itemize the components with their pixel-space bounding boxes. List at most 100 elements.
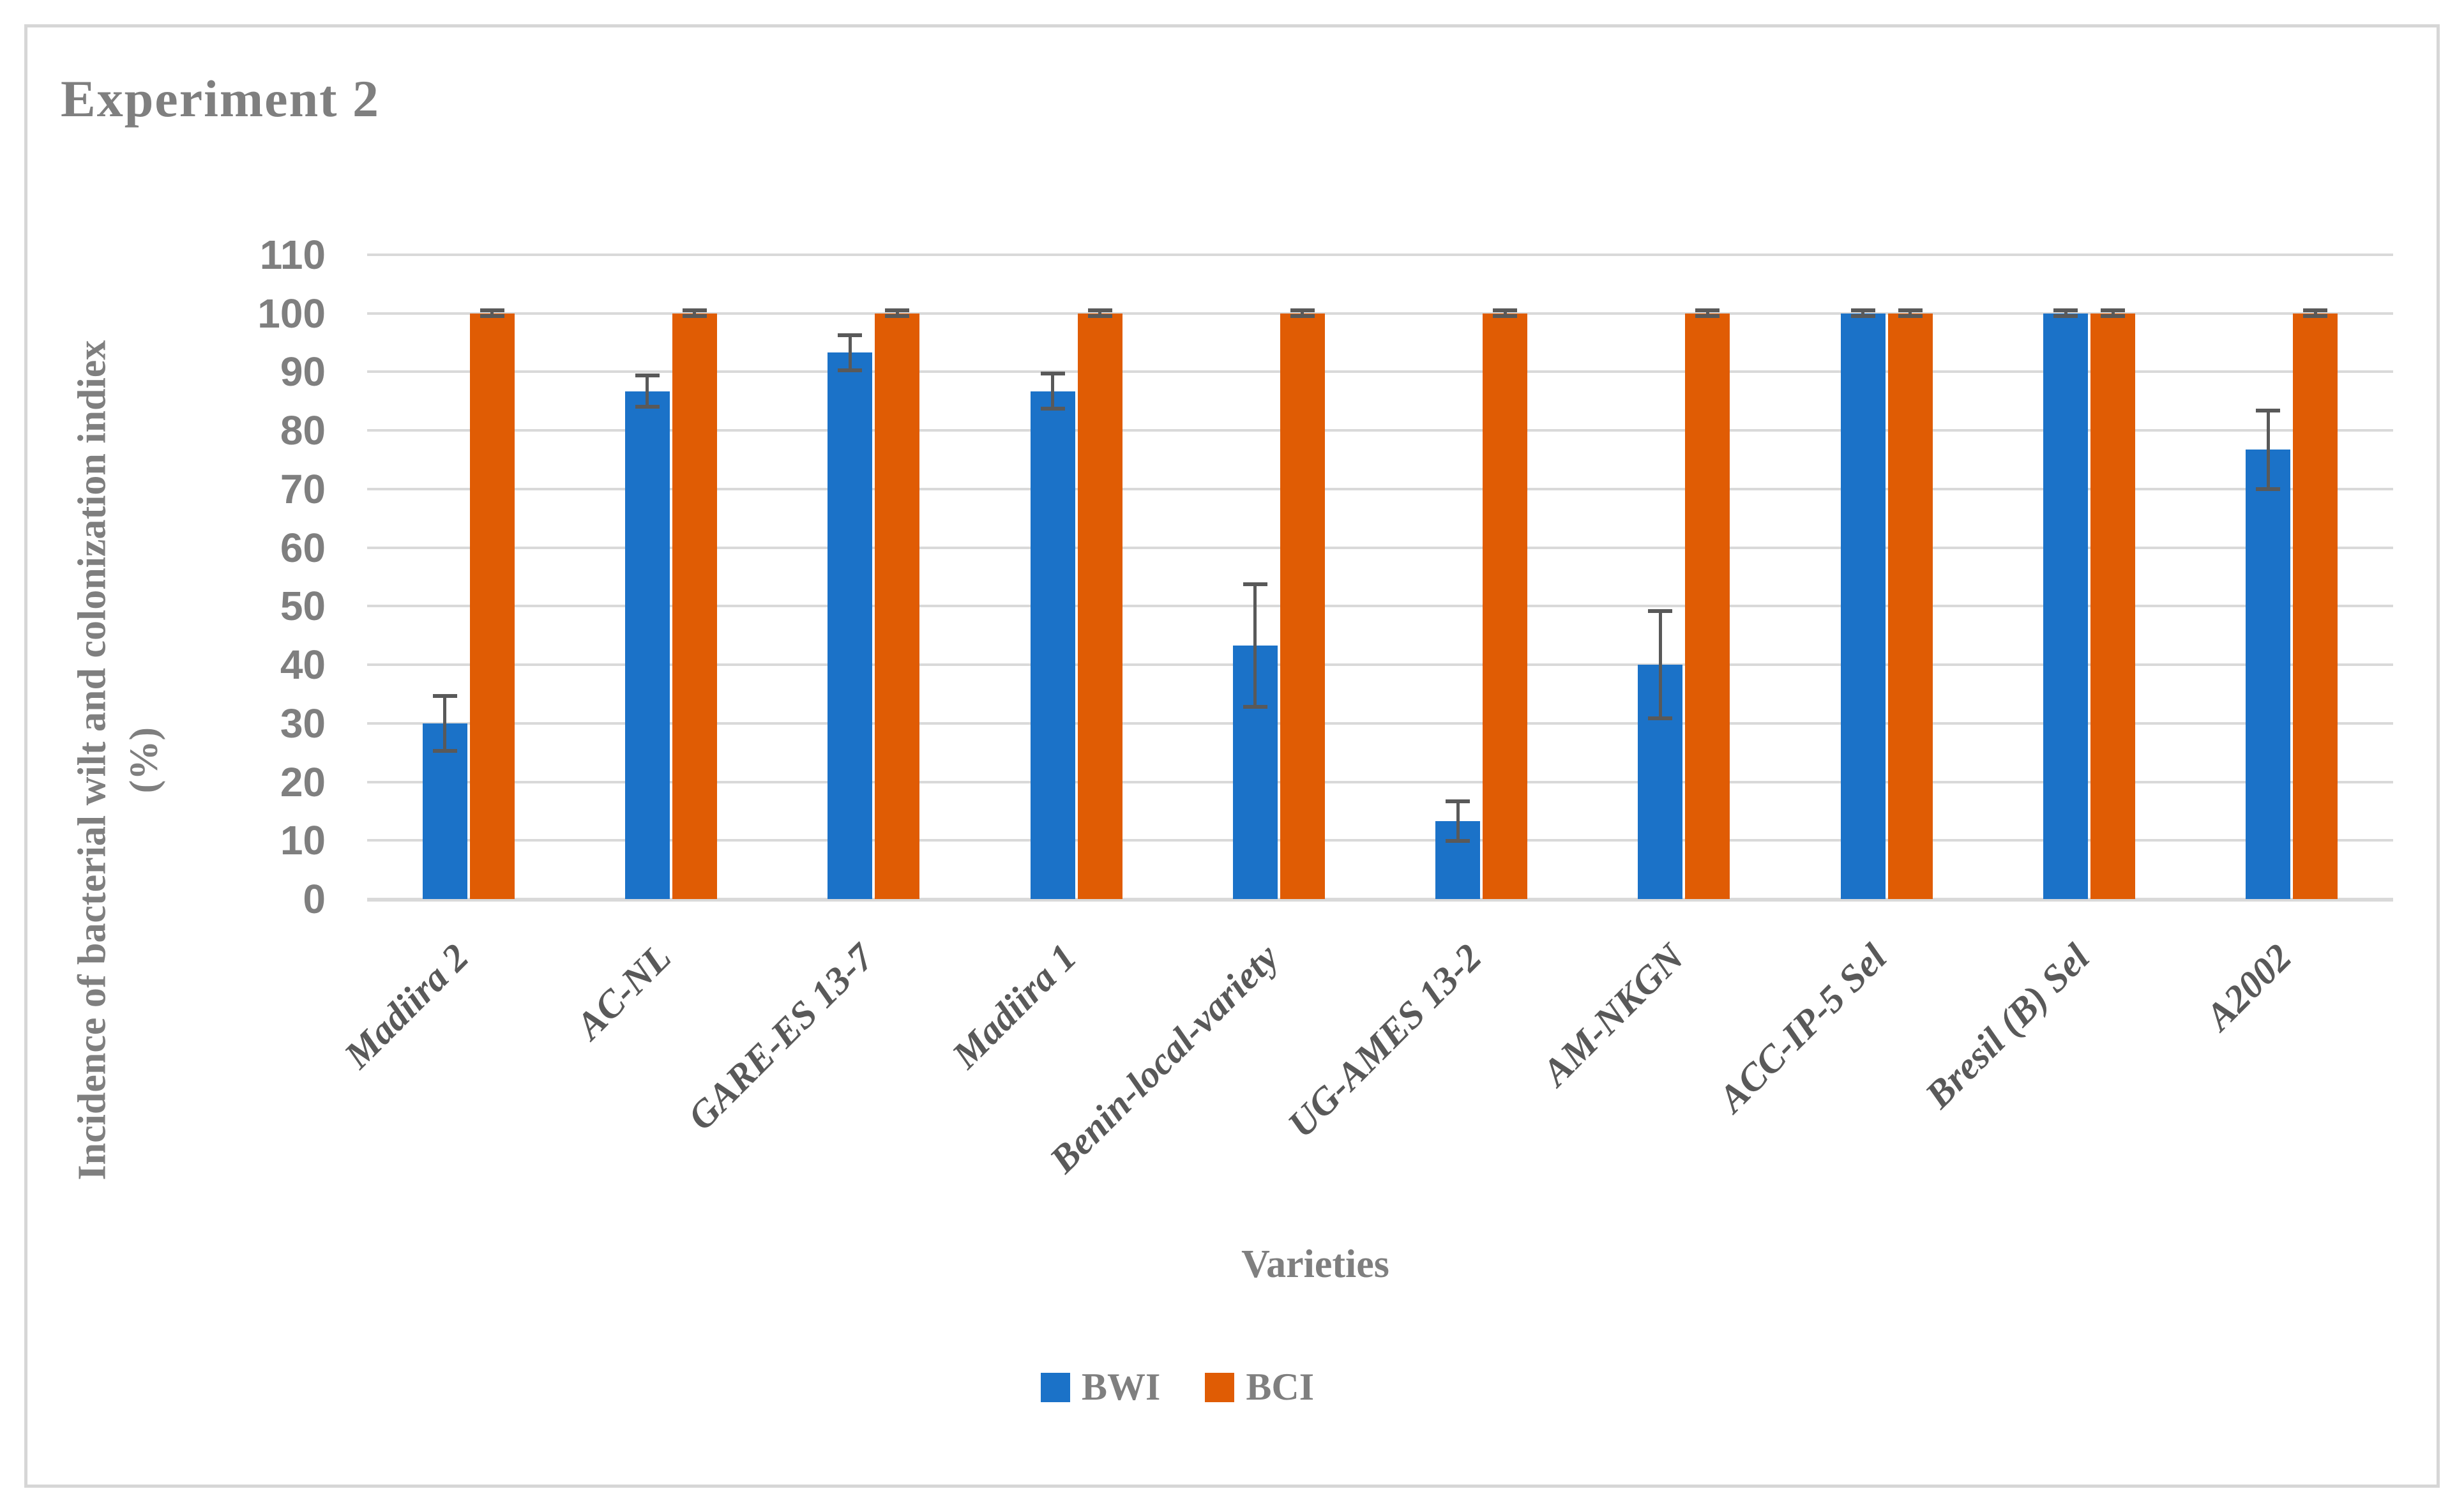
y-tick-label: 80 [280,407,326,454]
error-bar-whisker [2064,310,2067,317]
error-bar-cap-top [1898,308,1923,313]
legend-swatch-bwi [1041,1372,1070,1402]
bar-bci-ac-nl [672,313,717,899]
gridline [367,898,2393,902]
bar-bci-bresil-b-sel [2090,313,2136,899]
error-bar-cap-top [838,333,863,337]
error-bar-cap-bottom [1850,314,1875,319]
gridline [367,253,2393,256]
bar-bci-ug-ames-13-2 [1483,313,1528,899]
error-bar-cap-bottom [2303,314,2328,319]
chart-title: Experiment 2 [61,70,380,128]
gridline [367,839,2393,842]
bar-bci-am-nkgn [1685,313,1730,899]
legend-label-bwi: BWI [1082,1366,1161,1408]
error-bar-cap-bottom [885,314,910,319]
error-bar-whisker [1861,310,1865,317]
gridline [367,487,2393,490]
error-bar-whisker [1301,310,1304,317]
bar-bci-gare-es-13-7 [875,313,920,899]
bar-bwi-a2002 [2246,450,2291,899]
y-tick-label: 30 [280,700,326,746]
y-tick-label: 60 [280,524,326,571]
bar-bwi-madiira-1 [1030,391,1075,899]
error-bar-cap-bottom [682,314,707,319]
error-bar-cap-bottom [1040,407,1065,411]
error-bar-cap-top [1648,609,1673,613]
error-bar-cap-top [885,308,910,313]
y-tick-label: 40 [280,642,326,688]
error-bar-cap-bottom [1695,314,1720,319]
bar-bwi-acc-ip-5-sel [1840,313,1886,899]
error-bar-cap-bottom [2053,314,2078,319]
bar-bwi-bresil-b-sel [2043,313,2089,899]
y-tick-label: 70 [280,465,326,512]
error-bar-whisker [1098,310,1102,317]
error-bar-cap-top [2303,308,2328,313]
error-bar-cap-bottom [1087,314,1112,319]
y-tick-label: 0 [303,876,326,922]
error-bar-cap-bottom [2256,487,2281,491]
y-tick-label: 10 [280,817,326,864]
error-bar-cap-bottom [635,405,660,409]
error-bar-cap-top [1493,308,1518,313]
error-bar-cap-top [635,373,660,377]
bar-bci-a2002 [2293,313,2338,899]
error-bar-cap-bottom [1290,314,1315,319]
error-bar-whisker [2313,310,2317,317]
chart-border-frame [24,24,2440,1488]
error-bar-cap-top [2053,308,2078,313]
error-bar-whisker [1051,374,1055,409]
error-bar-whisker [443,695,447,751]
error-bar-whisker [1503,310,1507,317]
error-bar-cap-bottom [2101,314,2126,319]
error-bar-cap-top [682,308,707,313]
error-bar-whisker [2111,310,2115,317]
error-bar-whisker [1705,310,1709,317]
y-axis-title-line1: Incidence of bacterial wilt and coloniza… [70,340,114,1181]
x-axis-title: Varieties [1241,1243,1389,1286]
error-bar-cap-bottom [1898,314,1923,319]
error-bar-whisker [490,310,494,317]
error-bar-cap-top [1040,372,1065,376]
error-bar-cap-top [1446,799,1470,803]
error-bar-cap-bottom [838,368,863,372]
bar-bci-madiira-2 [469,313,515,899]
error-bar-whisker [1253,584,1257,707]
error-bar-cap-top [1290,308,1315,313]
error-bar-cap-top [480,308,504,313]
error-bar-whisker [646,375,649,407]
legend: BWI BCI [1041,1365,1314,1409]
gridline [367,780,2393,783]
error-bar-cap-bottom [480,314,504,319]
error-bar-whisker [895,310,899,317]
error-bar-cap-bottom [432,748,457,753]
gridline [367,605,2393,608]
error-bar-whisker [1908,310,1912,317]
error-bar-cap-top [1243,582,1267,586]
y-tick-label: 100 [257,290,326,336]
error-bar-cap-bottom [1446,839,1470,843]
gridline [367,429,2393,432]
error-bar-cap-bottom [1243,705,1267,709]
error-bar-cap-top [2101,308,2126,313]
gridline [367,546,2393,549]
gridline [367,312,2393,315]
error-bar-whisker [2266,410,2270,489]
bar-bci-madiira-1 [1077,313,1122,899]
error-bar-whisker [848,335,852,370]
y-tick-label: 50 [280,583,326,630]
y-tick-label: 20 [280,759,326,805]
error-bar-cap-top [432,693,457,698]
gridline [367,722,2393,725]
error-bar-cap-top [1850,308,1875,313]
error-bar-cap-top [1087,308,1112,313]
legend-swatch-bci [1205,1372,1235,1402]
error-bar-cap-top [1695,308,1720,313]
y-tick-label: 90 [280,349,326,395]
error-bar-whisker [693,310,697,317]
bar-bci-acc-ip-5-sel [1887,313,1933,899]
error-bar-cap-bottom [1493,314,1518,319]
bar-bci-benin-local-variety [1280,313,1325,899]
